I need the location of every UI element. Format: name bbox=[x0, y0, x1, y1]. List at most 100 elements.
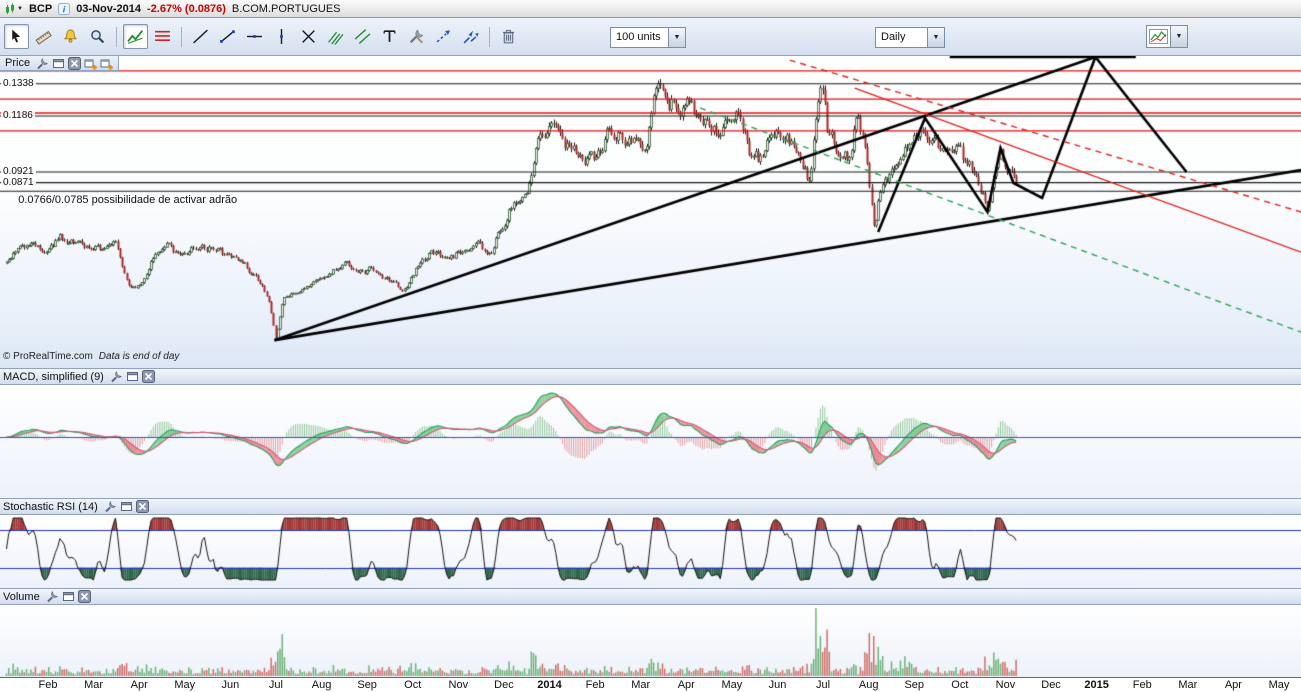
units-dropdown-arrow[interactable]: ▼ bbox=[668, 28, 685, 47]
trend-line-tool[interactable] bbox=[188, 24, 213, 49]
price-level-label: 0.0921 bbox=[1, 166, 36, 177]
time-axis-label: Apr bbox=[677, 679, 695, 691]
pitchfork-tool[interactable] bbox=[323, 24, 348, 49]
split-horizontal-icon[interactable] bbox=[84, 57, 98, 70]
macd-close-icon[interactable] bbox=[141, 370, 155, 383]
price-level-label: 0.1338 bbox=[1, 77, 36, 89]
price-panel-header: Price bbox=[0, 56, 120, 71]
timeframe-dropdown-arrow[interactable]: ▼ bbox=[927, 28, 944, 47]
volume-settings-icon[interactable] bbox=[46, 590, 59, 603]
macd-panel-title: MACD, simplified (9) bbox=[3, 370, 104, 383]
text-tool[interactable] bbox=[377, 24, 402, 49]
green-candles-icon bbox=[6, 3, 14, 14]
time-axis-label: May bbox=[174, 679, 196, 691]
toolbar: 100 units ▼ Daily ▼ ▼ bbox=[0, 18, 1301, 56]
time-axis-label: Nov bbox=[995, 679, 1016, 691]
time-axis-label: Apr bbox=[1224, 679, 1242, 691]
time-axis-label: Sep bbox=[904, 679, 925, 691]
cross-tool[interactable] bbox=[296, 24, 321, 49]
chart-annotation-text: 0.0766/0.0785 possibilidade de activar a… bbox=[18, 194, 238, 207]
macd-chart[interactable] bbox=[0, 385, 1301, 498]
measure-tool[interactable] bbox=[31, 24, 56, 49]
time-axis-label: Feb bbox=[585, 679, 605, 691]
time-axis-label: Nov bbox=[448, 679, 469, 691]
time-axis-label: Sep bbox=[357, 679, 377, 691]
time-axis-label: Feb bbox=[1132, 679, 1152, 691]
time-axis-label: Feb bbox=[38, 679, 58, 691]
time-axis-label: Aug bbox=[311, 679, 332, 691]
time-axis-label: May bbox=[1268, 679, 1290, 691]
time-axis-label: 2015 bbox=[1084, 679, 1109, 691]
dashed-arrow-tool[interactable] bbox=[431, 24, 456, 49]
volume-detach-icon[interactable] bbox=[62, 590, 75, 603]
price-detach-icon[interactable] bbox=[52, 57, 65, 70]
timeframe-combo[interactable]: Daily ▼ bbox=[875, 27, 945, 48]
stoch-rsi-panel-title: Stochastic RSI (14) bbox=[3, 500, 98, 513]
stoch-detach-icon[interactable] bbox=[120, 500, 133, 513]
price-panel: Price 0.1338 0.1186 0.0921 0.0871 0.0766/0.… bbox=[0, 56, 1301, 368]
price-level-label: 0.0871 bbox=[1, 176, 36, 188]
volume-panel-header: Volume bbox=[0, 588, 1301, 605]
units-combo[interactable]: 100 units ▼ bbox=[610, 27, 686, 48]
volume-chart[interactable] bbox=[0, 605, 1301, 677]
stoch-settings-icon[interactable] bbox=[104, 500, 117, 513]
vertical-line-tool[interactable] bbox=[269, 24, 294, 49]
time-axis-label: Apr bbox=[130, 679, 148, 691]
macd-detach-icon[interactable] bbox=[126, 370, 139, 383]
time-axis-label: Jun bbox=[768, 679, 787, 691]
time-axis-label: Mar bbox=[84, 679, 104, 691]
segment-tool[interactable] bbox=[215, 24, 240, 49]
toolbar-separator bbox=[489, 26, 490, 47]
levels-tool[interactable] bbox=[150, 24, 175, 49]
instrument-symbol: BCP bbox=[28, 2, 53, 15]
time-axis-label: Mar bbox=[631, 679, 651, 691]
price-close-icon[interactable] bbox=[68, 56, 82, 70]
auto-trendlines-tool[interactable] bbox=[123, 24, 148, 49]
split-vertical-icon[interactable] bbox=[100, 57, 114, 70]
timeframe-value: Daily bbox=[881, 31, 906, 43]
time-axis-label: Mar bbox=[1178, 679, 1198, 691]
stoch-close-icon[interactable] bbox=[135, 500, 149, 513]
drawing-settings-tool[interactable] bbox=[404, 24, 429, 49]
quote-change: -2.67% (0.0876) bbox=[147, 2, 226, 15]
macd-settings-icon[interactable] bbox=[110, 370, 123, 383]
zoom-tool[interactable] bbox=[85, 24, 110, 49]
price-level-label: 0.1186 bbox=[1, 109, 35, 121]
time-axis-label: Oct bbox=[951, 679, 969, 691]
alarm-tool[interactable] bbox=[58, 24, 83, 49]
volume-close-icon[interactable] bbox=[77, 590, 91, 603]
new-chart-button[interactable]: ▼ bbox=[1146, 25, 1188, 48]
toolbar-separator bbox=[116, 26, 117, 47]
time-axis-label: Jul bbox=[816, 679, 831, 691]
macd-panel-header: MACD, simplified (9) bbox=[0, 368, 1301, 385]
horizontal-line-tool[interactable] bbox=[242, 24, 267, 49]
time-axis-label: Aug bbox=[858, 679, 879, 691]
channel-tool[interactable] bbox=[350, 24, 375, 49]
copyright-note: © ProRealTime.com Data is end of day bbox=[3, 351, 179, 362]
instrument-name: B.COM.PORTUGUES bbox=[231, 2, 341, 15]
volume-panel-title: Volume bbox=[3, 590, 40, 603]
stoch-rsi-chart[interactable] bbox=[0, 515, 1301, 588]
price-panel-title: Price bbox=[5, 57, 31, 69]
units-value: 100 units bbox=[616, 31, 661, 43]
title-bar: ▼ BCP i 03-Nov-2014 -2.67% (0.0876) B.CO… bbox=[0, 0, 1301, 18]
time-axis-label: May bbox=[721, 679, 743, 691]
quote-date: 03-Nov-2014 bbox=[76, 2, 142, 15]
info-icon[interactable]: i bbox=[58, 2, 71, 15]
time-axis: Feb Mar Apr May Jun Jul Aug Sep Oct Nov Dec 2014 Feb… bbox=[0, 677, 1301, 692]
instrument-menu-button[interactable]: ▼ bbox=[4, 3, 23, 15]
time-axis-label: Dec bbox=[1041, 679, 1061, 691]
drawing-toolbar bbox=[4, 24, 521, 49]
toolbar-separator bbox=[181, 26, 182, 47]
chart-menu-arrow[interactable]: ▼ bbox=[1170, 26, 1187, 47]
price-settings-icon[interactable] bbox=[36, 57, 49, 70]
mini-chart-icon bbox=[1147, 26, 1170, 47]
svg-text:i: i bbox=[63, 4, 66, 14]
price-chart[interactable] bbox=[0, 56, 1301, 368]
time-axis-label: 2014 bbox=[537, 679, 562, 691]
time-axis-label: Jun bbox=[221, 679, 240, 691]
delete-drawings-tool[interactable] bbox=[496, 24, 521, 49]
cursor-tool[interactable] bbox=[4, 24, 29, 49]
stoch-rsi-panel-header: Stochastic RSI (14) bbox=[0, 498, 1301, 515]
double-arrow-tool[interactable] bbox=[458, 24, 483, 49]
